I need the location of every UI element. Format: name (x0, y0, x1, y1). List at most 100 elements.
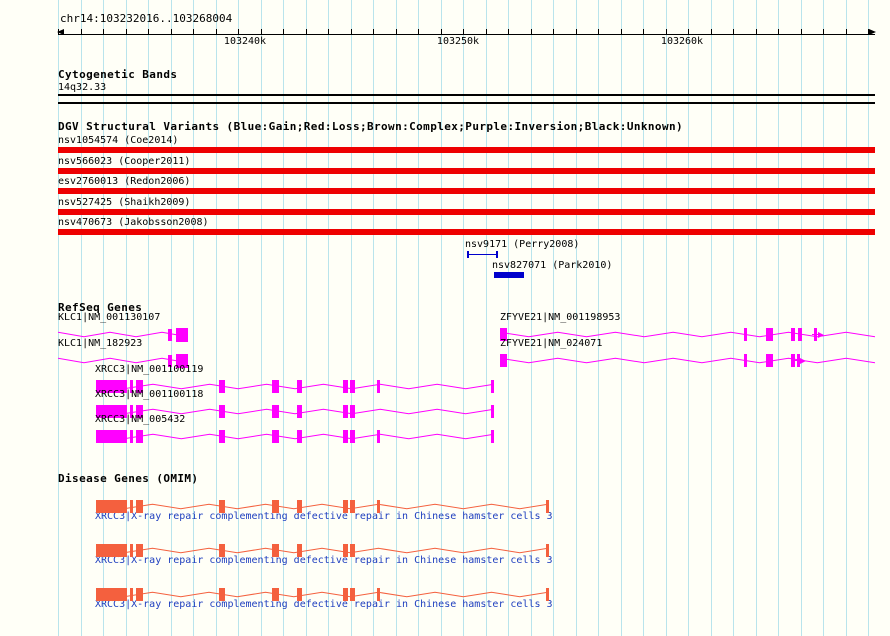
refseq-exon[interactable] (350, 405, 355, 418)
omim-gene-label[interactable]: XRCC3|X-ray repair complementing defecti… (95, 511, 553, 522)
refseq-exon[interactable] (297, 405, 302, 418)
ruler-tick (193, 29, 194, 35)
refseq-exon[interactable] (136, 380, 143, 393)
refseq-exon[interactable] (791, 328, 795, 341)
refseq-exon[interactable] (130, 405, 133, 418)
dgv-variant-line[interactable] (467, 251, 498, 258)
omim-exon[interactable] (272, 500, 279, 513)
omim-gene-label[interactable]: XRCC3|X-ray repair complementing defecti… (95, 555, 553, 566)
refseq-exon[interactable] (766, 328, 773, 341)
refseq-exon[interactable] (798, 328, 802, 341)
omim-exon[interactable] (377, 588, 380, 601)
omim-exon[interactable] (130, 500, 133, 513)
refseq-exon[interactable] (130, 430, 133, 443)
refseq-exon[interactable] (500, 328, 507, 341)
gridline (576, 0, 577, 636)
omim-gene-label[interactable]: XRCC3|X-ray repair complementing defecti… (95, 599, 553, 610)
omim-exon[interactable] (377, 500, 380, 513)
refseq-exon[interactable] (272, 380, 279, 393)
omim-exon[interactable] (136, 500, 143, 513)
omim-exon[interactable] (350, 544, 355, 557)
refseq-gene-label[interactable]: XRCC3|NM_001100118 (95, 389, 204, 400)
ruler-tick (688, 29, 689, 35)
refseq-exon[interactable] (350, 430, 355, 443)
refseq-exon[interactable] (272, 430, 279, 443)
omim-exon[interactable] (350, 588, 355, 601)
dgv-variant-bar[interactable] (494, 272, 524, 278)
refseq-exon[interactable] (96, 430, 127, 443)
omim-exon[interactable] (350, 500, 355, 513)
refseq-exon[interactable] (168, 329, 172, 341)
omim-exon[interactable] (96, 500, 127, 513)
dgv-variant-label[interactable]: nsv566023 (Cooper2011) (58, 156, 191, 167)
refseq-exon[interactable] (377, 430, 380, 443)
gridline (373, 0, 374, 636)
refseq-exon[interactable] (136, 430, 143, 443)
refseq-exon[interactable] (297, 380, 302, 393)
omim-exon[interactable] (546, 544, 549, 557)
refseq-exon[interactable] (343, 405, 348, 418)
refseq-exon[interactable] (219, 405, 225, 418)
refseq-gene-label[interactable]: ZFYVE21|NM_024071 (500, 338, 603, 349)
omim-exon[interactable] (272, 588, 279, 601)
omim-exon[interactable] (297, 500, 302, 513)
refseq-exon[interactable] (791, 354, 795, 367)
refseq-gene-label[interactable]: KLC1|NM_001130107 (58, 312, 161, 323)
dgv-variant-label[interactable]: esv2760013 (Redon2006) (58, 176, 191, 187)
refseq-gene-label[interactable]: KLC1|NM_182923 (58, 338, 143, 349)
refseq-exon[interactable] (219, 430, 225, 443)
refseq-exon[interactable] (343, 380, 348, 393)
omim-exon[interactable] (343, 500, 348, 513)
dgv-variant-label[interactable]: nsv470673 (Jakobsson2008) (58, 217, 209, 228)
dgv-variant-bar[interactable] (58, 209, 875, 215)
refseq-exon[interactable] (491, 405, 494, 418)
refseq-exon[interactable] (744, 354, 747, 367)
omim-exon[interactable] (297, 544, 302, 557)
dgv-variant-label[interactable]: nsv827071 (Park2010) (492, 260, 613, 271)
dgv-variant-label[interactable]: nsv9171 (Perry2008) (465, 239, 580, 250)
refseq-exon[interactable] (350, 380, 355, 393)
refseq-exon[interactable] (168, 355, 172, 367)
refseq-gene-label[interactable]: XRCC3|NM_001100119 (95, 364, 204, 375)
dgv-variant-bar[interactable] (58, 168, 875, 174)
omim-exon[interactable] (219, 544, 225, 557)
omim-exon[interactable] (130, 588, 133, 601)
refseq-exon[interactable] (219, 380, 225, 393)
omim-exon[interactable] (136, 544, 143, 557)
refseq-exon[interactable] (297, 430, 302, 443)
refseq-exon[interactable] (176, 328, 188, 342)
refseq-exon[interactable] (130, 380, 133, 393)
refseq-exon[interactable] (272, 405, 279, 418)
refseq-exon[interactable] (343, 430, 348, 443)
refseq-exon[interactable] (491, 430, 494, 443)
refseq-exon[interactable] (136, 405, 143, 418)
refseq-exon[interactable] (176, 354, 188, 368)
omim-exon[interactable] (343, 544, 348, 557)
omim-exon[interactable] (546, 588, 549, 601)
dgv-variant-bar[interactable] (58, 188, 875, 194)
omim-exon[interactable] (272, 544, 279, 557)
omim-exon[interactable] (219, 500, 225, 513)
dgv-variant-label[interactable]: nsv527425 (Shaikh2009) (58, 197, 191, 208)
omim-exon[interactable] (130, 544, 133, 557)
dgv-variant-bar[interactable] (58, 147, 875, 153)
refseq-exon[interactable] (377, 380, 380, 393)
omim-exon[interactable] (546, 500, 549, 513)
dgv-variant-bar[interactable] (58, 229, 875, 235)
refseq-exon[interactable] (491, 380, 494, 393)
refseq-gene-label[interactable]: ZFYVE21|NM_001198953 (500, 312, 621, 323)
omim-exon[interactable] (343, 588, 348, 601)
omim-exon[interactable] (219, 588, 225, 601)
locus-label: chr14:103232016..103268004 (60, 12, 233, 25)
refseq-exon[interactable] (96, 380, 127, 393)
refseq-exon[interactable] (500, 354, 507, 367)
refseq-exon[interactable] (744, 328, 747, 341)
refseq-exon[interactable] (766, 354, 773, 367)
omim-exon[interactable] (297, 588, 302, 601)
refseq-gene-label[interactable]: XRCC3|NM_005432 (95, 414, 186, 425)
dgv-variant-label[interactable]: nsv1054574 (Coe2014) (58, 135, 179, 146)
omim-exon[interactable] (96, 588, 127, 601)
refseq-exon[interactable] (96, 405, 127, 418)
omim-exon[interactable] (136, 588, 143, 601)
omim-exon[interactable] (96, 544, 127, 557)
